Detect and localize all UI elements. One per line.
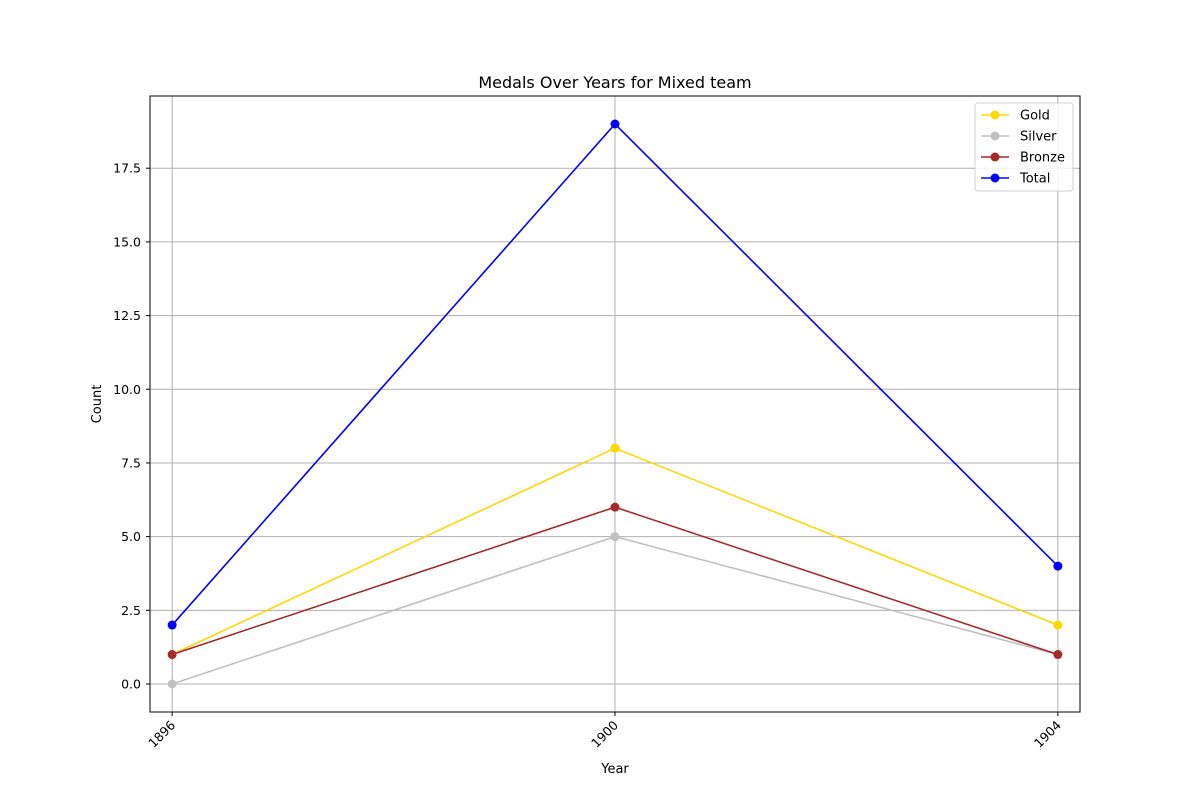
gold-point	[1053, 620, 1063, 630]
legend-item-gold: Gold	[981, 109, 1050, 124]
series-total	[167, 119, 1063, 630]
y-tick-label: 7.5	[121, 455, 141, 470]
y-tick-label: 17.5	[113, 161, 141, 176]
legend: Gold Silver Bronze Total	[974, 102, 1074, 192]
grid	[150, 96, 1080, 712]
legend-label: Total	[1019, 172, 1050, 187]
legend-label: Bronze	[1020, 151, 1065, 166]
bronze-point	[610, 502, 620, 512]
legend-item-total: Total	[981, 172, 1050, 187]
legend-marker	[990, 152, 1000, 162]
y-tick-label: 5.0	[121, 529, 141, 544]
series-layer	[167, 119, 1063, 689]
bronze-point	[167, 650, 177, 660]
legend-item-bronze: Bronze	[981, 151, 1065, 166]
legend-box	[974, 102, 1074, 192]
bronze-point	[1053, 650, 1063, 660]
total-point	[1053, 561, 1063, 571]
series-bronze	[167, 502, 1063, 660]
y-tick-label: 15.0	[113, 234, 141, 249]
total-point	[610, 119, 620, 129]
gold-point	[610, 443, 620, 453]
total-point	[167, 620, 177, 630]
x-axis-label: Year	[600, 762, 629, 777]
legend-label: Silver	[1020, 130, 1057, 145]
y-axis-label: Count	[90, 385, 105, 424]
legend-label: Gold	[1020, 109, 1050, 124]
legend-item-silver: Silver	[981, 130, 1057, 145]
y-tick-label: 2.5	[121, 603, 141, 618]
y-tick-label: 10.0	[113, 382, 141, 397]
silver-point	[610, 532, 620, 542]
legend-marker	[990, 110, 1000, 120]
chart-title: Medals Over Years for Mixed team	[478, 73, 751, 92]
y-tick-label: 12.5	[113, 308, 141, 323]
legend-marker	[990, 131, 1000, 141]
silver-point	[167, 679, 177, 689]
y-tick-label: 0.0	[121, 677, 141, 692]
legend-marker	[990, 173, 1000, 183]
